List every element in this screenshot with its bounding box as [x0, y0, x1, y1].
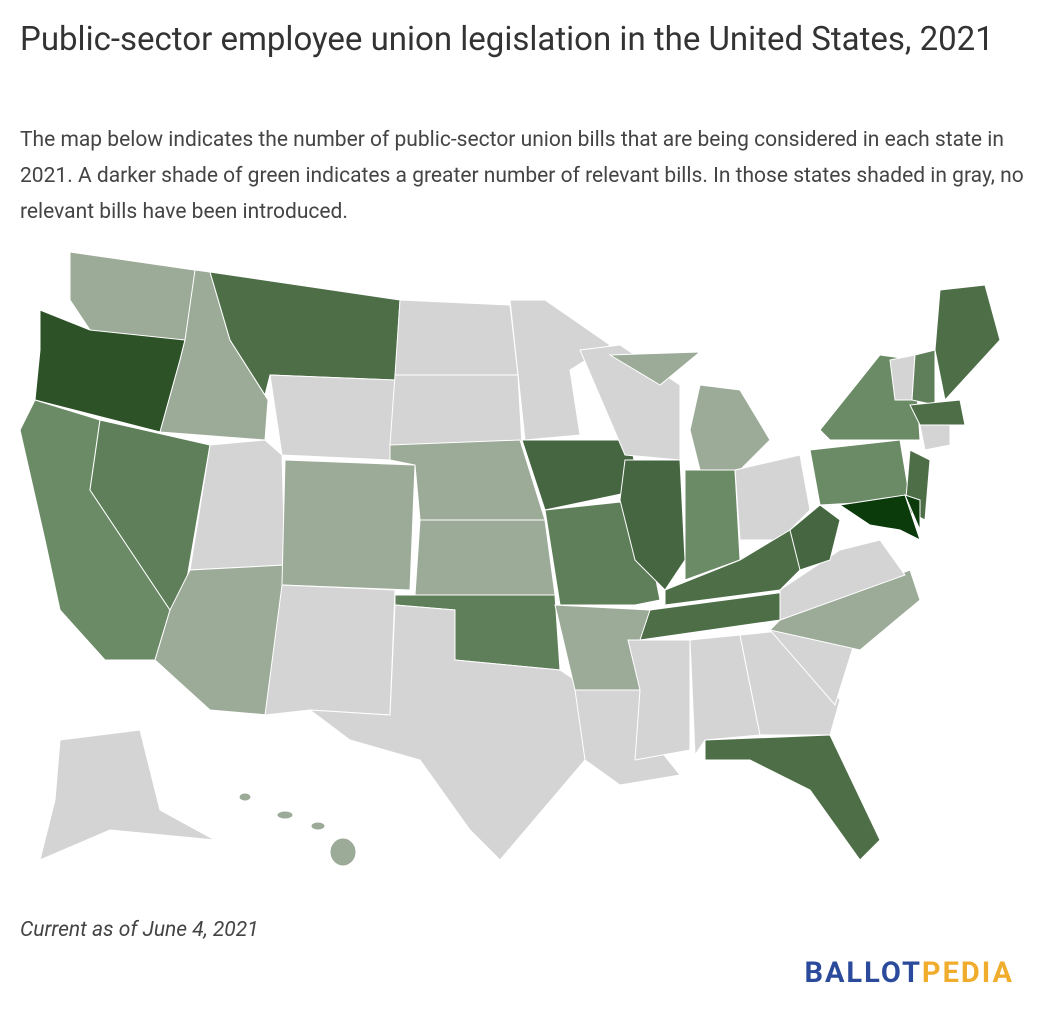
logo-left: BALLOT: [804, 956, 922, 990]
logo: BALLOTPEDIA: [804, 956, 1014, 990]
title: Public-sector employee union legislation…: [20, 20, 994, 59]
us-map: [19, 251, 1001, 867]
states: [19, 251, 1001, 867]
logo-right: PEDIA: [921, 956, 1014, 990]
footnote: Current as of June 4, 2021: [20, 918, 259, 942]
description: The map below indicates the number of pu…: [20, 128, 1024, 224]
